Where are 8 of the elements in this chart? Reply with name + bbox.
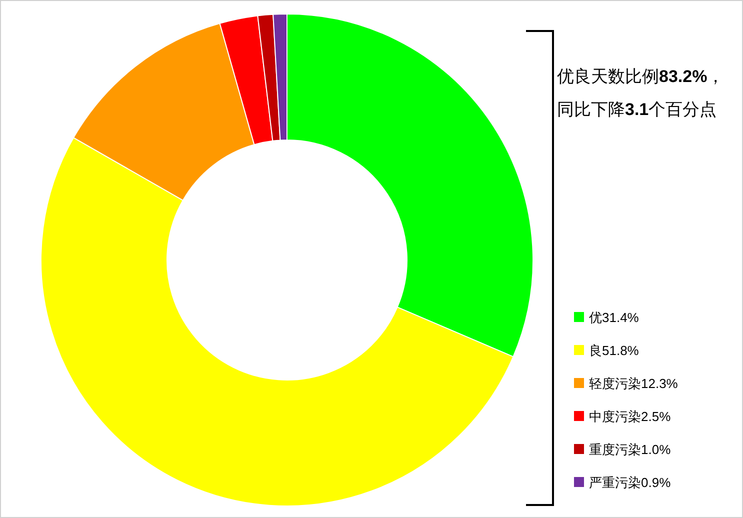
legend-label: 良51.8% [589,343,640,358]
legend-label: 优31.4% [589,310,640,325]
text: 同比下降3.1个百分点 [557,100,717,119]
legend-label: 中度污染2.5% [589,409,672,424]
legend-label: 严重污染0.9% [589,475,672,490]
legend-label: 轻度污染12.3% [589,376,678,391]
legend-label: 重度污染1.0% [589,442,672,457]
text: 优良天数比例83.2%， [557,67,724,86]
